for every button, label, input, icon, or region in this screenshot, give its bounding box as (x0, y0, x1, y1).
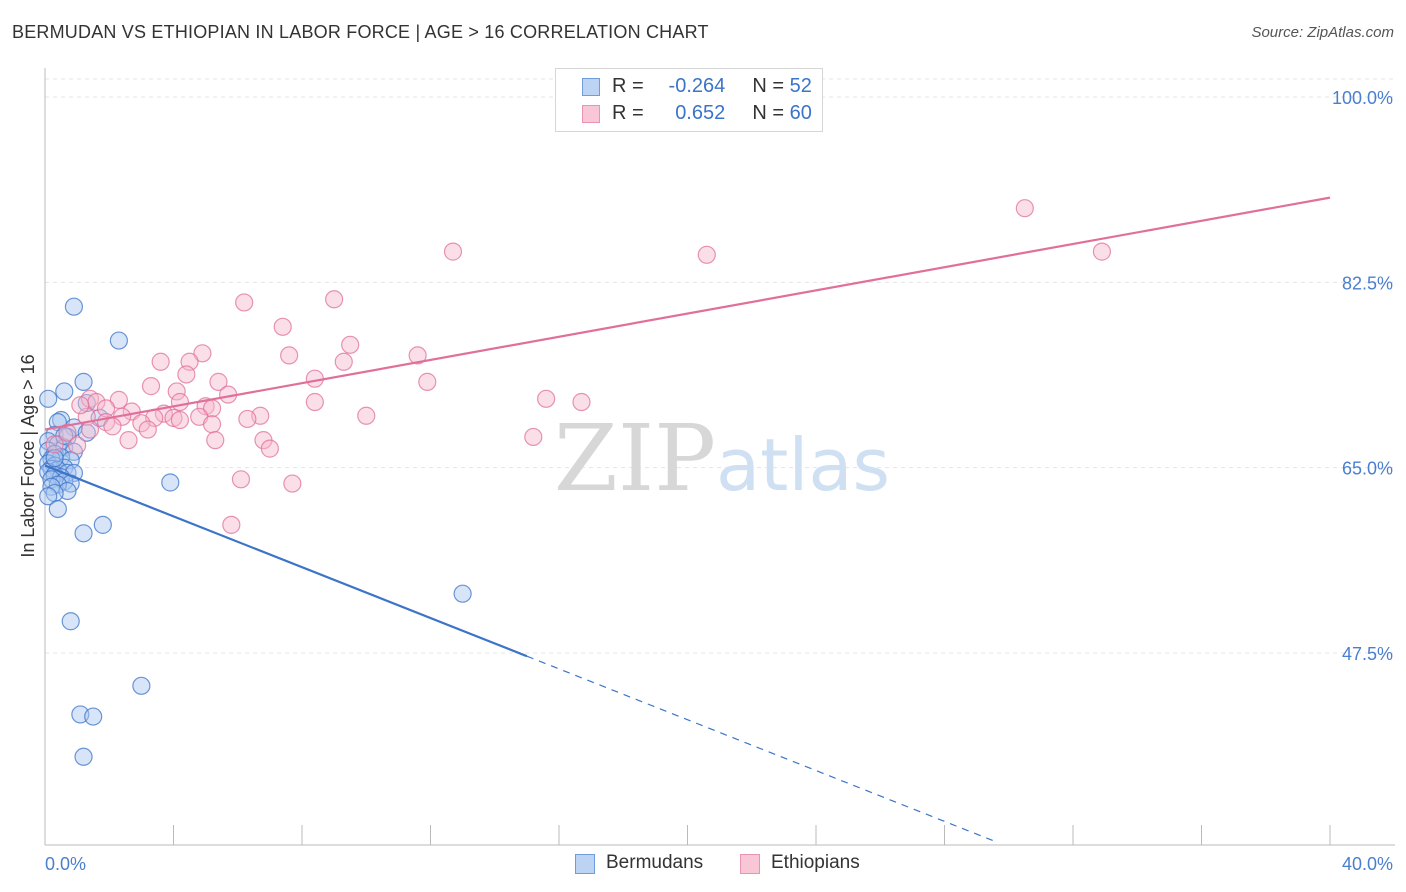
ethiopians-point (170, 392, 190, 412)
bermudans-point (453, 584, 472, 603)
ethiopians-point (325, 290, 344, 309)
bermudans-point (77, 423, 96, 442)
ethiopians-point (537, 389, 556, 408)
bermudans-points (39, 297, 472, 766)
bermudans-point (132, 676, 151, 695)
bermudans-point (74, 524, 93, 543)
ethiopians-point (572, 392, 591, 412)
bermudans-legend-label: Bermudans (606, 852, 704, 873)
ethiopians-point (193, 344, 212, 363)
y-tick-label: 65.0% (1342, 459, 1393, 479)
axes (44, 68, 1395, 846)
chart-title: BERMUDAN VS ETHIOPIAN IN LABOR FORCE | A… (12, 22, 709, 42)
ethiopians-point (334, 352, 353, 371)
ethiopians-point (341, 335, 360, 354)
ethiopians-legend-label: Ethiopians (771, 852, 860, 873)
bermudans-point (48, 499, 67, 519)
ethiopians-point (138, 420, 157, 439)
y-axis-label: In Labor Force | Age > 16 (18, 354, 38, 557)
ethiopians-point (202, 415, 222, 434)
bermudans-trend-line (44, 464, 528, 658)
legend-r-label: R = (612, 75, 644, 97)
ethiopians-point (68, 436, 87, 455)
ethiopians-point (697, 245, 716, 264)
ethiopians-point (209, 372, 228, 391)
legend-n-value: 52 (789, 75, 812, 97)
x-tick-label: 0.0% (45, 854, 86, 874)
legend-n-label: N = (752, 75, 785, 97)
ethiopians-point (45, 435, 64, 454)
ethiopians-point (357, 406, 376, 425)
legend-r-value: -0.264 (668, 75, 726, 97)
bermudans-point (74, 372, 93, 391)
correlation-legend: R = -0.264 N = 52 R = 0.652 N = 60 (555, 68, 823, 132)
bermudans-point (39, 389, 58, 408)
bermudans-swatch (582, 78, 600, 96)
watermark-zip: ZIP (554, 405, 716, 512)
data-points (39, 199, 1112, 766)
ethiopians-point (167, 382, 186, 401)
ethiopians-point (283, 474, 302, 493)
bermudans-point (64, 297, 84, 316)
bermudans-point (45, 449, 64, 468)
ethiopians-point (151, 352, 170, 371)
bermudans-legend-swatch (575, 854, 595, 874)
ethiopians-legend-swatch (740, 854, 760, 874)
ethiopians-points (45, 199, 1112, 534)
y-tick-label: 82.5% (1342, 273, 1393, 293)
ethiopians-point (222, 515, 241, 534)
ethiopians-point (177, 365, 196, 384)
ethiopians-point (305, 392, 324, 412)
ethiopians-point (141, 377, 161, 396)
bermudans-point (74, 747, 93, 766)
bermudans-point (84, 707, 103, 726)
ethiopians-point (524, 427, 543, 447)
ethiopians-point (58, 423, 77, 442)
y-tick-label: 47.5% (1342, 644, 1393, 664)
legend-n-label: N = (752, 102, 785, 124)
tick-labels: 100.0% 82.5% 65.0% 47.5% 0.0% 40.0% (45, 88, 1393, 874)
bermudans-point (61, 612, 80, 631)
ethiopians-point (238, 409, 257, 429)
ethiopians-point (103, 417, 122, 436)
trend-lines (44, 196, 1331, 842)
watermark-atlas: atlas (716, 423, 890, 507)
ethiopians-point (280, 346, 299, 365)
y-tick-label: 100.0% (1332, 88, 1393, 108)
x-tick-label: 40.0% (1342, 854, 1393, 874)
bermudans-point (93, 515, 112, 534)
ethiopians-point (231, 470, 251, 489)
ethiopians-point (170, 410, 190, 430)
bermudans-point (55, 382, 74, 401)
ethiopians-point (408, 346, 427, 365)
ethiopians-point (418, 372, 437, 391)
ethiopians-point (443, 242, 463, 261)
bermudans-point (39, 487, 58, 506)
ethiopians-point (206, 431, 225, 450)
ethiopians-point (1015, 199, 1034, 218)
legend-r-label: R = (612, 102, 644, 124)
ethiopians-point (273, 317, 292, 336)
ethiopians-trend-line (44, 196, 1331, 431)
legend-r-value: 0.652 (675, 102, 726, 124)
ethiopians-point (96, 399, 116, 418)
ethiopians-swatch (582, 105, 600, 123)
chart-source: Source: ZipAtlas.com (1251, 24, 1394, 41)
ethiopians-point (1092, 242, 1112, 261)
ethiopians-point (260, 439, 279, 458)
legend-n-value: 60 (789, 102, 812, 124)
bermudans-point (161, 473, 180, 492)
ethiopians-point (71, 396, 90, 415)
bermudans-trend-extension (526, 655, 993, 842)
bermudans-point (109, 331, 128, 350)
ethiopians-point (119, 431, 138, 450)
gridlines (45, 78, 1395, 654)
ethiopians-point (235, 293, 254, 312)
